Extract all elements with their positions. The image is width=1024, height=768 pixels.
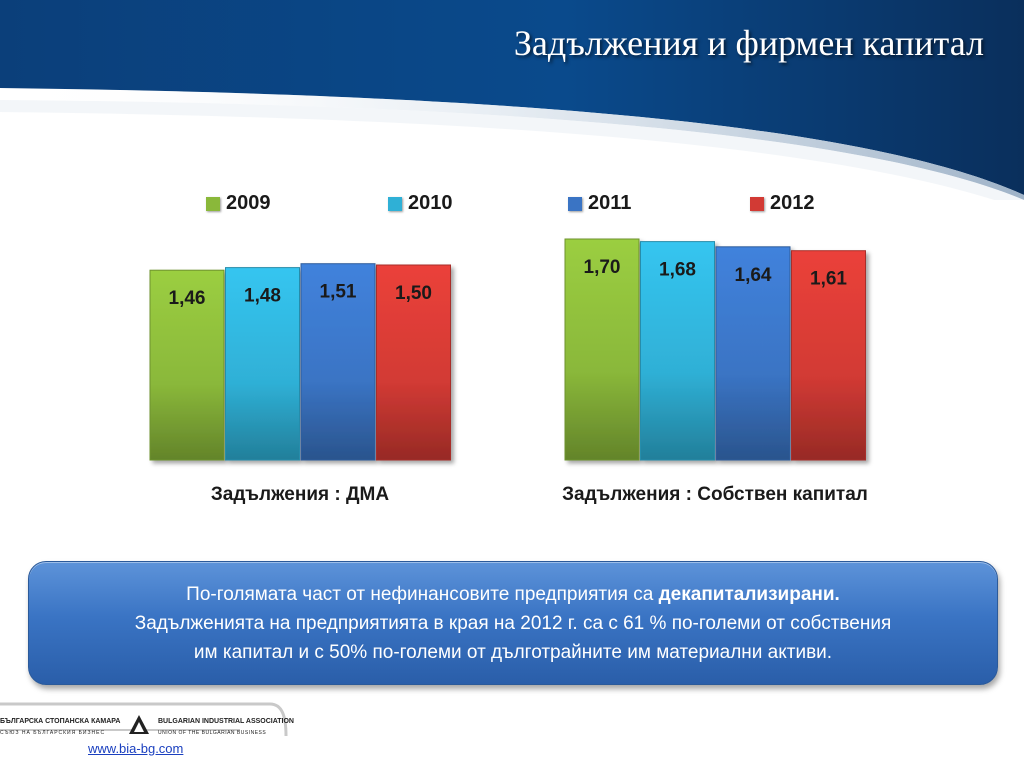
summary-line-1: По-голямата част от нефинансовите предпр… (29, 580, 997, 609)
legend-swatch-2009 (206, 196, 220, 211)
bar-2012-group-2 (791, 250, 866, 461)
legend-item-2011: 2011 (568, 192, 631, 215)
data-label-2012-group-2: 1,61 (810, 269, 847, 290)
legend-label-2012: 2012 (770, 192, 815, 214)
footer-ribbon (0, 702, 288, 737)
bia-logo: БЪЛГАРСКА СТОПАНСКА КАМАРА BULGARIAN IND… (0, 708, 294, 738)
bar-2011-group-1 (300, 263, 376, 461)
summary-line-3: им капитал и с 50% по-големи от дълготра… (193, 641, 833, 663)
bar-2010-group-2 (640, 241, 715, 461)
data-label-2012-group-1: 1,50 (395, 283, 432, 304)
category-label-1: Задължения : ДМА (211, 484, 389, 505)
category-label-2: Задължения : Собствен капитал (562, 484, 868, 505)
logo-text-en: BULGARIAN INDUSTRIAL ASSOCIATION (158, 718, 294, 725)
bar-2009-group-1 (149, 269, 225, 461)
legend-item-2012: 2012 (750, 192, 815, 215)
legend-swatch-2012 (750, 196, 764, 211)
bar-2011-group-2 (715, 246, 791, 461)
bar-2012-group-1 (376, 264, 451, 461)
data-label-2011-group-2: 1,64 (735, 265, 772, 286)
summary-line-1-text: По-голямата част от нефинансовите предпр… (186, 583, 659, 605)
summary-line-1-bold: декапитализирани. (658, 583, 840, 605)
summary-line-2: Задълженията на предприятията в края на … (134, 612, 892, 634)
data-label-2009-group-1: 1,46 (169, 288, 206, 309)
logo-subtext-bg: СЪЮЗ НА БЪЛГАРСКИЯ БИЗНЕС (0, 730, 106, 736)
chart-legend: 2009 2010 2011 2012 (0, 192, 1024, 218)
legend-item-2010: 2010 (388, 192, 453, 215)
bar-chart: 1,46 1,48 1,51 1,50 Задължения : ДМА 1,70 1,68… (149, 238, 868, 505)
page-title: Задължения и фирмен капитал (513, 23, 984, 63)
legend-label-2009: 2009 (226, 192, 271, 214)
header-band (0, 0, 1024, 200)
website-link[interactable]: www.bia-bg.com (88, 741, 184, 756)
data-label-2009-group-2: 1,70 (584, 257, 621, 278)
summary-callout: По-голямата част от нефинансовите предпр… (28, 561, 998, 685)
bar-2009-group-2 (564, 238, 640, 461)
legend-item-2009: 2009 (206, 192, 271, 215)
data-label-2010-group-2: 1,68 (659, 260, 696, 281)
bia-emblem-icon (129, 715, 149, 734)
legend-label-2011: 2011 (588, 192, 632, 214)
data-label-2010-group-1: 1,48 (244, 286, 281, 307)
logo-subtext-en: UNION OF THE BULGARIAN BUSINESS (158, 730, 267, 736)
legend-swatch-2011 (568, 196, 582, 211)
logo-text-bg: БЪЛГАРСКА СТОПАНСКА КАМАРА (0, 718, 121, 725)
bar-2010-group-1 (225, 267, 300, 461)
legend-label-2010: 2010 (408, 192, 453, 214)
legend-swatch-2010 (388, 196, 402, 211)
data-label-2011-group-1: 1,51 (320, 282, 357, 303)
